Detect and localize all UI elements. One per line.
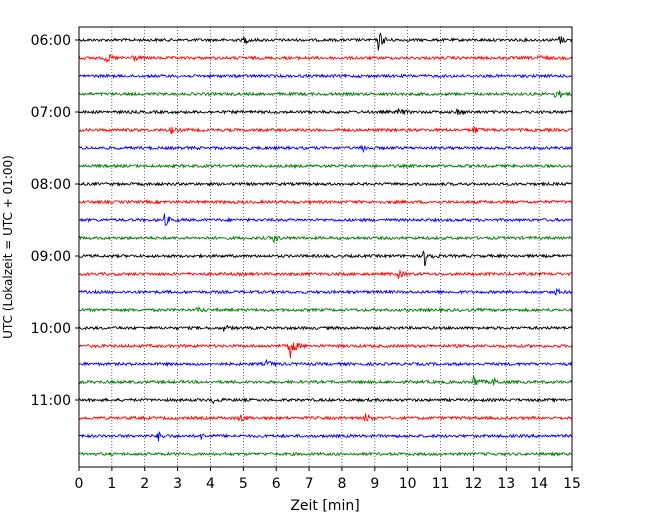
y-axis: 06:00 07:00 08:00 09:00 10:00 11:00: [31, 33, 79, 409]
seismogram-trace: [78, 342, 573, 359]
seismogram-trace: [78, 126, 572, 135]
seismogram-trace: [78, 413, 573, 423]
x-tick-label: 9: [370, 476, 379, 492]
seismogram-trace: [78, 73, 572, 79]
seismogram-trace: [78, 54, 573, 63]
y-tick-label: 09:00: [31, 249, 71, 265]
x-tick-label: 2: [140, 476, 149, 492]
seismogram-trace: [78, 451, 573, 457]
x-tick-label: 4: [206, 476, 215, 492]
seismogram-trace: [78, 358, 573, 368]
y-tick-label: 10:00: [31, 321, 71, 337]
seismogram-trace: [78, 108, 573, 116]
seismogram-trace: [78, 213, 573, 227]
plot-frame: [78, 26, 573, 468]
x-tick-label: 12: [464, 476, 482, 492]
x-tick-label: 5: [239, 476, 248, 492]
x-tick-label: 3: [173, 476, 182, 492]
x-axis-label: Zeit [min]: [290, 498, 359, 514]
seismogram-trace: [78, 287, 573, 297]
seismogram-trace: [78, 163, 573, 169]
x-axis: 0 1 2 3 4 5 6 7 8 9 10 11 12 13 14 15: [75, 467, 581, 492]
seismogram-trace: [78, 90, 573, 98]
x-tick-label: 15: [563, 476, 581, 492]
x-tick-label: 1: [107, 476, 116, 492]
seismogram-trace: [78, 324, 573, 332]
x-tick-label: 14: [530, 476, 548, 492]
y-axis-label: UTC (Lokalzeit = UTC + 01:00): [1, 155, 15, 339]
x-tick-label: 10: [399, 476, 417, 492]
x-tick-label: 13: [497, 476, 515, 492]
seismogram-trace: [78, 374, 573, 386]
seismogram-trace: [78, 269, 572, 279]
x-tick-label: 7: [305, 476, 314, 492]
y-tick-label: 06:00: [31, 33, 71, 49]
seismogram-trace: [78, 305, 573, 314]
x-tick-label: 0: [75, 476, 84, 492]
x-tick-label: 6: [272, 476, 281, 492]
seismogram-trace: [78, 397, 572, 405]
y-tick-label: 11:00: [31, 393, 71, 409]
seismogram-trace: [78, 235, 572, 244]
seismogram-trace: [78, 430, 573, 442]
seismogram-trace: [78, 250, 573, 267]
x-tick-label: 11: [432, 476, 450, 492]
seismogram-trace: [78, 181, 573, 187]
y-tick-label: 08:00: [31, 177, 71, 193]
x-tick-label: 8: [337, 476, 346, 492]
grid-lines: [78, 27, 573, 467]
y-tick-label: 07:00: [31, 105, 71, 121]
seismogram-traces: [78, 32, 573, 457]
seismogram-trace: [78, 32, 573, 51]
seismogram-trace: [78, 199, 572, 205]
seismogram-trace: [78, 144, 573, 154]
